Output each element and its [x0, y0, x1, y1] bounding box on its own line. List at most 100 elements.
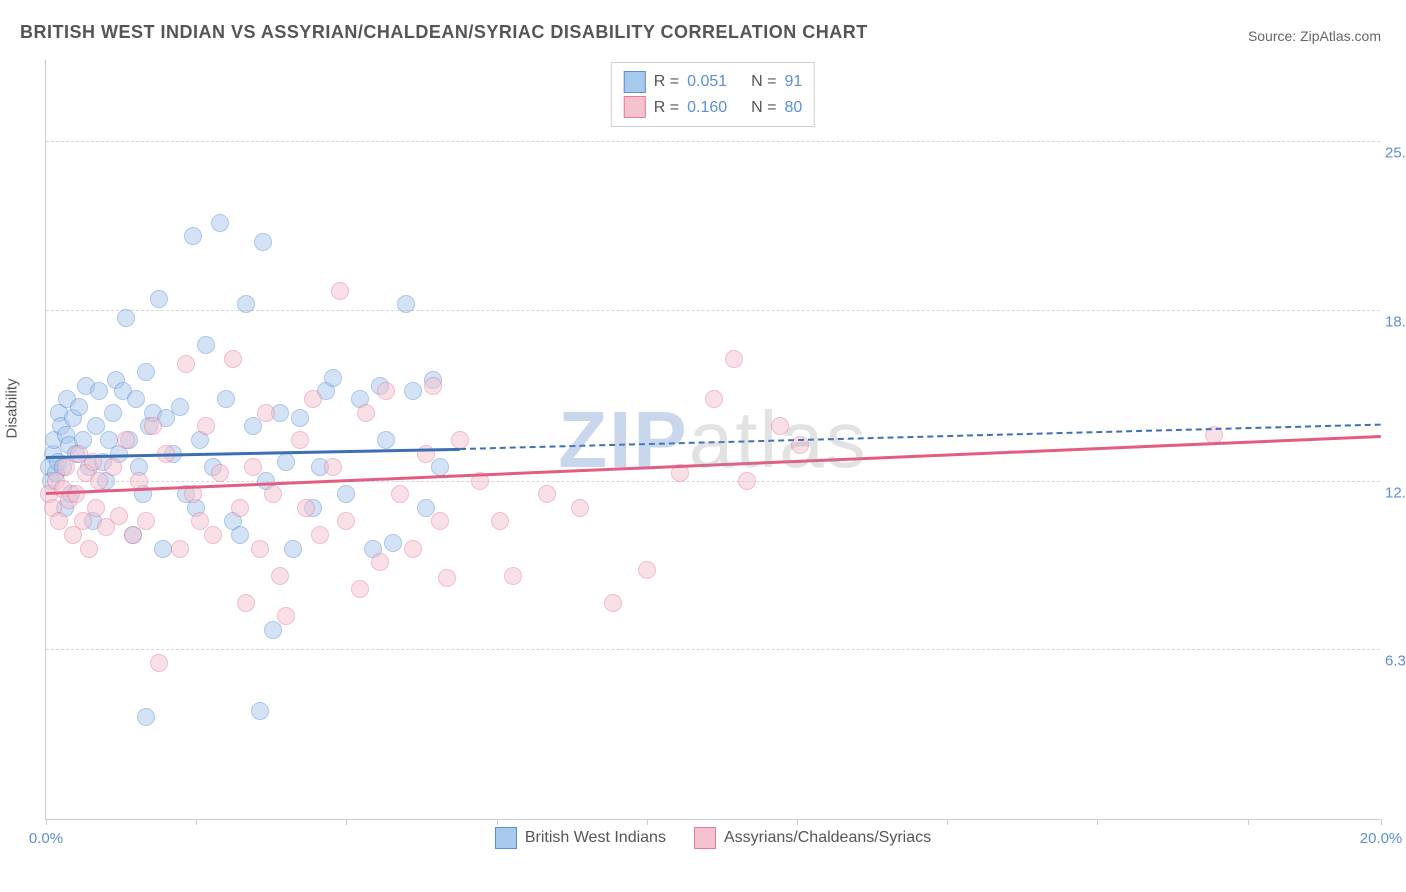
- data-point: [124, 526, 142, 544]
- y-axis-label: Disability: [4, 378, 21, 438]
- data-point: [171, 540, 189, 558]
- data-point: [171, 398, 189, 416]
- data-point: [371, 553, 389, 571]
- data-point: [431, 458, 449, 476]
- legend-stats-row: R =0.051N = 91: [624, 69, 802, 95]
- data-point: [417, 445, 435, 463]
- data-point: [197, 336, 215, 354]
- legend-series-label: Assyrians/Chaldeans/Syriacs: [724, 829, 931, 847]
- legend-swatch: [624, 96, 646, 118]
- data-point: [538, 485, 556, 503]
- data-point: [150, 290, 168, 308]
- data-point: [738, 472, 756, 490]
- data-point: [224, 350, 242, 368]
- data-point: [357, 404, 375, 422]
- data-point: [237, 594, 255, 612]
- data-point: [204, 526, 222, 544]
- legend-stats: R =0.051N = 91R = 0.160 N = 80: [611, 62, 815, 127]
- y-tick-label: 12.5%: [1385, 484, 1406, 501]
- x-tick-label: 20.0%: [1360, 830, 1403, 847]
- data-point: [277, 607, 295, 625]
- data-point: [177, 355, 195, 373]
- data-point: [57, 458, 75, 476]
- data-point: [384, 534, 402, 552]
- data-point: [391, 485, 409, 503]
- data-point: [251, 540, 269, 558]
- x-tick-mark: [497, 819, 498, 825]
- r-label: R =: [654, 95, 679, 121]
- data-point: [638, 561, 656, 579]
- n-value: 80: [784, 95, 802, 121]
- data-point: [217, 390, 235, 408]
- data-point: [297, 499, 315, 517]
- x-tick-mark: [196, 819, 197, 825]
- data-point: [337, 485, 355, 503]
- data-point: [404, 382, 422, 400]
- data-point: [451, 431, 469, 449]
- chart-container: BRITISH WEST INDIAN VS ASSYRIAN/CHALDEAN…: [0, 0, 1406, 892]
- data-point: [351, 580, 369, 598]
- data-point: [304, 390, 322, 408]
- data-point: [144, 417, 162, 435]
- y-tick-label: 6.3%: [1385, 653, 1406, 670]
- data-point: [184, 227, 202, 245]
- data-point: [117, 309, 135, 327]
- data-point: [725, 350, 743, 368]
- x-tick-mark: [1097, 819, 1098, 825]
- data-point: [70, 398, 88, 416]
- data-point: [80, 540, 98, 558]
- y-tick-label: 18.8%: [1385, 313, 1406, 330]
- data-point: [90, 382, 108, 400]
- data-point: [491, 512, 509, 530]
- x-tick-mark: [1248, 819, 1249, 825]
- data-point: [438, 569, 456, 587]
- data-point: [571, 499, 589, 517]
- data-point: [244, 458, 262, 476]
- data-point: [211, 214, 229, 232]
- data-point: [324, 458, 342, 476]
- data-point: [150, 654, 168, 672]
- data-point: [90, 472, 108, 490]
- data-point: [604, 594, 622, 612]
- r-label: R =: [654, 69, 679, 95]
- data-point: [504, 567, 522, 585]
- source-label: Source: ZipAtlas.com: [1248, 28, 1381, 44]
- data-point: [257, 404, 275, 422]
- data-point: [254, 233, 272, 251]
- legend-series: British West Indians Assyrians/Chaldeans/…: [46, 827, 1380, 849]
- x-tick-mark: [797, 819, 798, 825]
- data-point: [251, 702, 269, 720]
- data-point: [271, 567, 289, 585]
- x-tick-mark: [947, 819, 948, 825]
- data-point: [154, 540, 172, 558]
- gridline: [46, 481, 1380, 482]
- data-point: [397, 295, 415, 313]
- data-point: [231, 499, 249, 517]
- data-point: [431, 512, 449, 530]
- r-value: 0.160: [687, 95, 737, 121]
- data-point: [404, 540, 422, 558]
- x-tick-mark: [1381, 819, 1382, 825]
- legend-series-item: British West Indians: [495, 827, 666, 849]
- plot-area: ZIPatlas R =0.051N = 91R =0.160N = 80 Br…: [45, 60, 1380, 820]
- legend-swatch: [624, 71, 646, 93]
- data-point: [67, 485, 85, 503]
- data-point: [137, 512, 155, 530]
- data-point: [377, 431, 395, 449]
- legend-swatch: [694, 827, 716, 849]
- trend-line-dashed: [460, 424, 1381, 450]
- data-point: [291, 431, 309, 449]
- gridline: [46, 141, 1380, 142]
- legend-stats-row: R = 0.160 N = 80: [624, 95, 802, 121]
- data-point: [424, 377, 442, 395]
- data-point: [264, 621, 282, 639]
- n-value: 91: [784, 69, 802, 95]
- y-tick-label: 25.0%: [1385, 145, 1406, 162]
- data-point: [104, 458, 122, 476]
- x-tick-mark: [46, 819, 47, 825]
- data-point: [197, 417, 215, 435]
- data-point: [231, 526, 249, 544]
- data-point: [284, 540, 302, 558]
- n-label: N =: [751, 95, 776, 121]
- gridline: [46, 649, 1380, 650]
